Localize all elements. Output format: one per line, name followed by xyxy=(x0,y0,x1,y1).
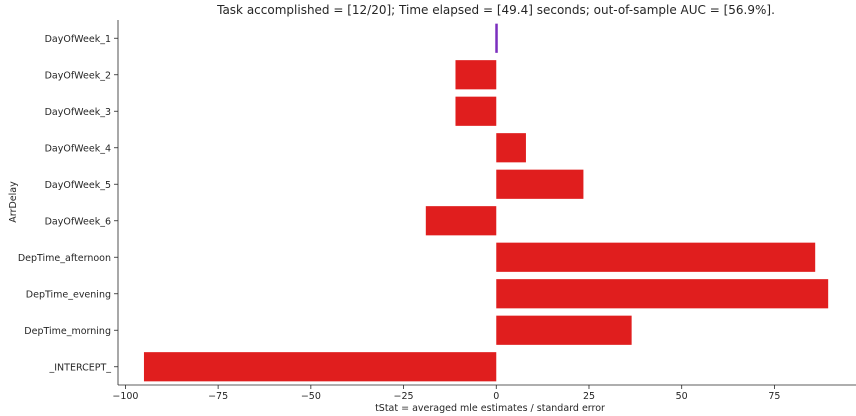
x-axis-label: tStat = averaged mle estimates / standar… xyxy=(375,403,605,414)
x-tick-label: −25 xyxy=(394,391,414,402)
bar-dayofweek-1 xyxy=(495,23,498,53)
y-tick-label: DepTime_afternoon xyxy=(18,253,111,264)
bar--intercept- xyxy=(143,352,497,382)
y-tick-label: DayOfWeek_6 xyxy=(45,216,111,227)
y-tick-label: DayOfWeek_2 xyxy=(45,70,111,81)
x-tick-label: −50 xyxy=(301,391,321,402)
x-tick-label: 0 xyxy=(493,391,499,402)
bar-deptime-evening xyxy=(496,279,829,309)
y-tick-label: DepTime_morning xyxy=(24,326,111,337)
y-axis-label: ArrDelay xyxy=(8,181,19,223)
chart-title: Task accomplished = [12/20]; Time elapse… xyxy=(216,3,775,17)
bar-deptime-morning xyxy=(496,315,632,345)
x-tick-label: 50 xyxy=(676,391,688,402)
x-tick-label: −100 xyxy=(112,391,138,402)
x-tick-label: 25 xyxy=(583,391,595,402)
y-tick-label: DayOfWeek_3 xyxy=(45,107,111,118)
x-tick-label: 75 xyxy=(768,391,780,402)
bar-dayofweek-2 xyxy=(455,60,497,90)
bar-deptime-afternoon xyxy=(496,242,816,272)
y-tick-label: DayOfWeek_1 xyxy=(45,34,111,45)
x-tick-label: −75 xyxy=(208,391,228,402)
y-tick-label: DayOfWeek_5 xyxy=(45,180,111,191)
bar-dayofweek-6 xyxy=(425,206,497,236)
bar-dayofweek-5 xyxy=(496,169,584,199)
y-tick-label: DepTime_evening xyxy=(26,289,111,300)
y-tick-label: _INTERCEPT_ xyxy=(48,362,111,373)
bar-dayofweek-4 xyxy=(496,133,526,163)
bar-dayofweek-3 xyxy=(455,96,497,126)
plot-area: DayOfWeek_1 DayOfWeek_2 DayOfWeek_3 DayOfWe… xyxy=(18,20,856,402)
y-tick-label: DayOfWeek_4 xyxy=(45,143,111,154)
